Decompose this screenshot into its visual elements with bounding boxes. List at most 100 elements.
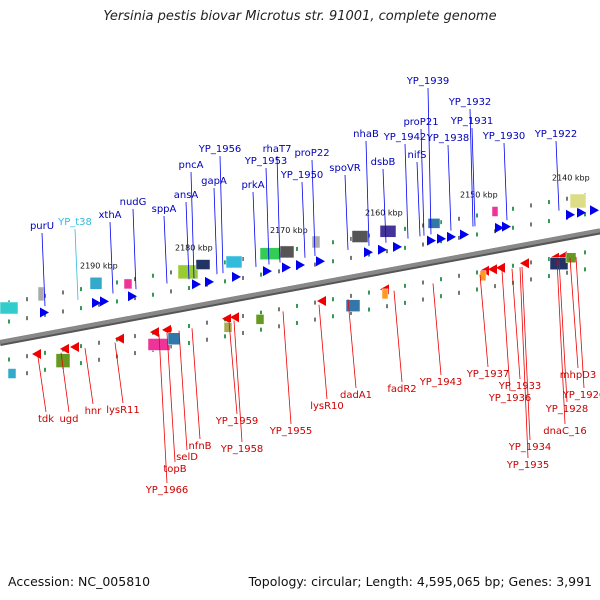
protein-domain-box [491,206,499,217]
guide-tick [548,274,550,279]
guide-tick [440,220,442,225]
guide-tick [458,290,460,295]
guide-tick [224,260,226,265]
scale-label: 2170 kbp [270,226,308,235]
guide-tick [386,249,388,254]
guide-tick [350,255,352,260]
guide-tick [296,303,298,308]
gene-leader-line [163,215,168,284]
gene-leader-line [432,283,442,376]
guide-tick [530,203,532,208]
guide-tick [440,277,442,282]
gene-leader-line [132,208,137,290]
guide-tick [134,334,136,339]
forward-gene-arrow [128,291,137,302]
reverse-gene-arrow [488,264,497,275]
gene-label-top: purU [30,221,54,232]
guide-tick [134,296,136,301]
forward-gene-arrow [495,222,504,233]
guide-tick [404,300,406,305]
gene-leader-line [228,321,238,415]
reverse-gene-arrow [317,296,326,307]
protein-domain-box [123,278,133,290]
gene-leader-line [556,260,566,425]
guide-tick [242,330,244,335]
protein-domain-box [223,322,233,333]
guide-tick [386,304,388,309]
gene-leader-line [318,304,328,400]
guide-tick [296,246,298,251]
guide-tick [188,341,190,346]
gene-leader-line [190,171,195,279]
forward-gene-arrow [378,244,387,255]
reverse-gene-arrow [115,333,124,344]
gene-leader-line [521,266,531,441]
guide-tick [476,270,478,275]
reverse-gene-arrow [162,324,171,335]
protein-domain-box [427,218,441,229]
guide-tick [440,294,442,299]
gene-leader-line [158,334,168,484]
protein-domain-box [279,245,295,259]
guide-tick [170,270,172,275]
gene-label-top: prkA [241,180,264,191]
protein-domain-box [259,247,281,260]
guide-tick [332,314,334,319]
guide-tick [170,344,172,349]
guide-tick [512,263,514,268]
forward-gene-arrow [100,296,109,307]
gene-label-bottom: dadA1 [340,390,372,401]
gene-leader-line [219,155,224,274]
gene-label-top: YP_1922 [534,129,578,140]
guide-tick [98,340,100,345]
forward-gene-arrow [460,229,469,240]
gene-leader-line [503,142,508,221]
guide-tick [62,290,64,295]
gene-label-top: YP_1930 [482,131,526,142]
gene-leader-line [60,352,70,413]
gene-leader-line [74,228,79,301]
gene-leader-line [519,267,529,459]
genome-title: Yersinia pestis biovar Microtus str. 910… [103,9,497,24]
guide-tick [404,226,406,231]
forward-gene-arrow [364,247,373,258]
gene-leader-line [501,270,511,392]
gene-label-bottom: YP_1933 [498,381,542,392]
gene-label-bottom: topB [163,464,186,475]
forward-gene-arrow [282,262,291,273]
guide-tick [422,223,424,228]
gene-label-bottom: YP_1958 [220,444,264,455]
gene-leader-line [109,221,114,294]
forward-gene-arrow [192,279,201,290]
guide-tick [44,312,46,317]
guide-tick [350,293,352,298]
protein-domain-box [311,235,321,249]
gene-label-top: sppA [152,204,177,215]
forward-gene-arrow [427,235,436,246]
guide-tick [62,309,64,314]
gene-leader-line [191,328,201,440]
gene-leader-line [276,155,281,263]
guide-tick [332,240,334,245]
gene-leader-line [575,256,585,389]
guide-tick [584,212,586,217]
guide-tick [350,310,352,315]
guide-tick [422,280,424,285]
guide-tick [260,272,262,277]
gene-label-bottom: tdk [38,414,54,425]
scale-label: 2160 kbp [365,208,403,217]
protein-domain-box [569,193,587,209]
gene-leader-line [311,159,316,256]
guide-tick [332,297,334,302]
protein-domain-box [345,299,361,312]
guide-tick [530,277,532,282]
gene-label-bottom: lysR11 [106,405,140,416]
gene-label-bottom: YP_1966 [145,485,189,496]
guide-tick [476,287,478,292]
reverse-gene-arrow [60,343,69,354]
gene-leader-line [178,330,188,451]
protein-domain-box [479,270,487,281]
gene-leader-line [420,128,425,236]
protein-domain-box [89,277,103,290]
